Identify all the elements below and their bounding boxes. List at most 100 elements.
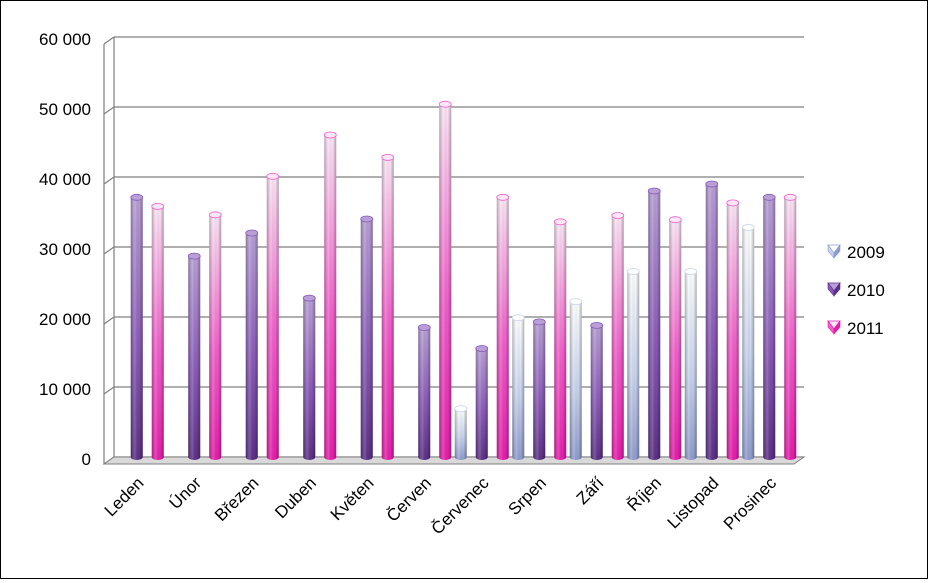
bar-2010-8 — [590, 321, 604, 460]
bar-top — [647, 187, 661, 195]
bar-top — [741, 223, 755, 231]
bar-top — [151, 202, 165, 210]
bar-shading — [151, 206, 164, 460]
bar-top — [705, 180, 719, 188]
chart-floor — [102, 456, 806, 465]
x-tick-label: Duben — [271, 473, 320, 522]
bar-shading — [590, 325, 603, 460]
x-tick-label: Listopad — [664, 473, 723, 532]
y-tick-label: 60 000 — [39, 30, 91, 49]
bar-2010-0 — [130, 193, 144, 461]
bar-2010-3 — [302, 294, 316, 460]
bar-shading — [784, 197, 797, 461]
bar-shading — [475, 348, 488, 460]
bar-2011-2 — [266, 172, 280, 461]
bar-2011-10 — [726, 199, 740, 460]
y-tick-label: 50 000 — [39, 100, 91, 119]
bar-top — [475, 345, 489, 352]
bar-shading — [627, 271, 640, 460]
bar-shading — [439, 104, 452, 460]
x-tick-label: Březen — [211, 473, 263, 525]
bar-2011-5 — [438, 100, 452, 460]
bar-top — [611, 212, 625, 219]
bar-2011-6 — [496, 193, 510, 461]
legend-label: 2009 — [847, 243, 885, 262]
bar-top — [511, 314, 525, 322]
y-tick-label: 10 000 — [39, 380, 91, 399]
y-tick-label: 20 000 — [39, 310, 91, 329]
bar-top — [323, 131, 337, 139]
bar-2010-2 — [245, 229, 259, 460]
bar-2009-9 — [626, 268, 640, 460]
gridline-side — [103, 246, 115, 255]
bar-2010-6 — [475, 345, 489, 460]
legend-item-2009: 2009 — [827, 243, 885, 262]
bar-shading — [554, 221, 567, 460]
bar-top — [684, 268, 698, 275]
legend-swatch-side — [833, 320, 841, 335]
bar-2011-4 — [381, 153, 395, 460]
x-tick-label: Červen — [383, 473, 435, 525]
bar-2010-10 — [705, 180, 719, 460]
bar-shading — [684, 271, 697, 460]
bar-2010-4 — [360, 215, 374, 460]
bar-2011-9 — [668, 216, 682, 460]
bar-shading — [611, 215, 624, 460]
bar-shading — [569, 301, 582, 460]
bar-top — [626, 268, 640, 275]
bar-top — [553, 218, 567, 226]
x-tick-label: Květen — [327, 473, 378, 524]
bar-shading — [454, 408, 467, 460]
bar-top — [783, 193, 797, 201]
legend-label: 2011 — [847, 319, 884, 338]
bar-shading — [512, 317, 525, 460]
bar-shading — [669, 219, 682, 460]
bar-2011-8 — [611, 212, 625, 460]
bar-shading — [130, 197, 143, 461]
bar-2011-11 — [783, 193, 797, 461]
bar-shading — [418, 327, 431, 460]
bar-2009-8 — [569, 298, 583, 460]
bar-2011-0 — [151, 202, 165, 460]
x-tick-label: Srpen — [505, 473, 551, 519]
bar-shading — [188, 256, 201, 460]
legend-label: 2010 — [847, 281, 885, 300]
bar-shading — [648, 191, 661, 460]
bar-shading — [742, 227, 755, 460]
bar-top — [668, 216, 682, 224]
legend-swatch-side — [833, 244, 841, 259]
bar-2009-7 — [511, 314, 525, 460]
bar-top — [762, 193, 776, 201]
gridline-side — [103, 106, 115, 115]
bar-top — [130, 193, 144, 201]
gridline-side — [103, 176, 115, 185]
bar-shading — [324, 135, 337, 460]
y-tick-label: 40 000 — [39, 170, 91, 189]
x-tick-label: Prosinec — [720, 473, 781, 534]
bar-2010-1 — [187, 252, 201, 460]
bar-top — [417, 324, 431, 331]
bar-top — [726, 199, 740, 207]
legend-item-2011: 2011 — [827, 319, 884, 338]
bar-top — [569, 298, 583, 306]
bar-2011-1 — [208, 211, 222, 460]
x-tick-label: Leden — [101, 473, 148, 520]
bar-shading — [266, 176, 279, 461]
bar-top — [438, 100, 452, 108]
bar-shading — [533, 321, 546, 460]
bar-2011-3 — [323, 131, 337, 460]
bar-2010-5 — [417, 324, 431, 460]
bar-top — [302, 294, 316, 302]
legend-item-2010: 2010 — [827, 281, 885, 300]
y-tick-label: 0 — [82, 450, 91, 469]
bar-2011-7 — [553, 218, 567, 460]
x-tick-label: Říjen — [624, 473, 665, 514]
bar-shading — [381, 157, 394, 460]
bar-2009-6 — [454, 405, 468, 460]
bar-2010-11 — [762, 193, 776, 461]
bar-top — [381, 153, 395, 161]
bar-shading — [705, 184, 718, 460]
bar-top — [496, 193, 510, 201]
